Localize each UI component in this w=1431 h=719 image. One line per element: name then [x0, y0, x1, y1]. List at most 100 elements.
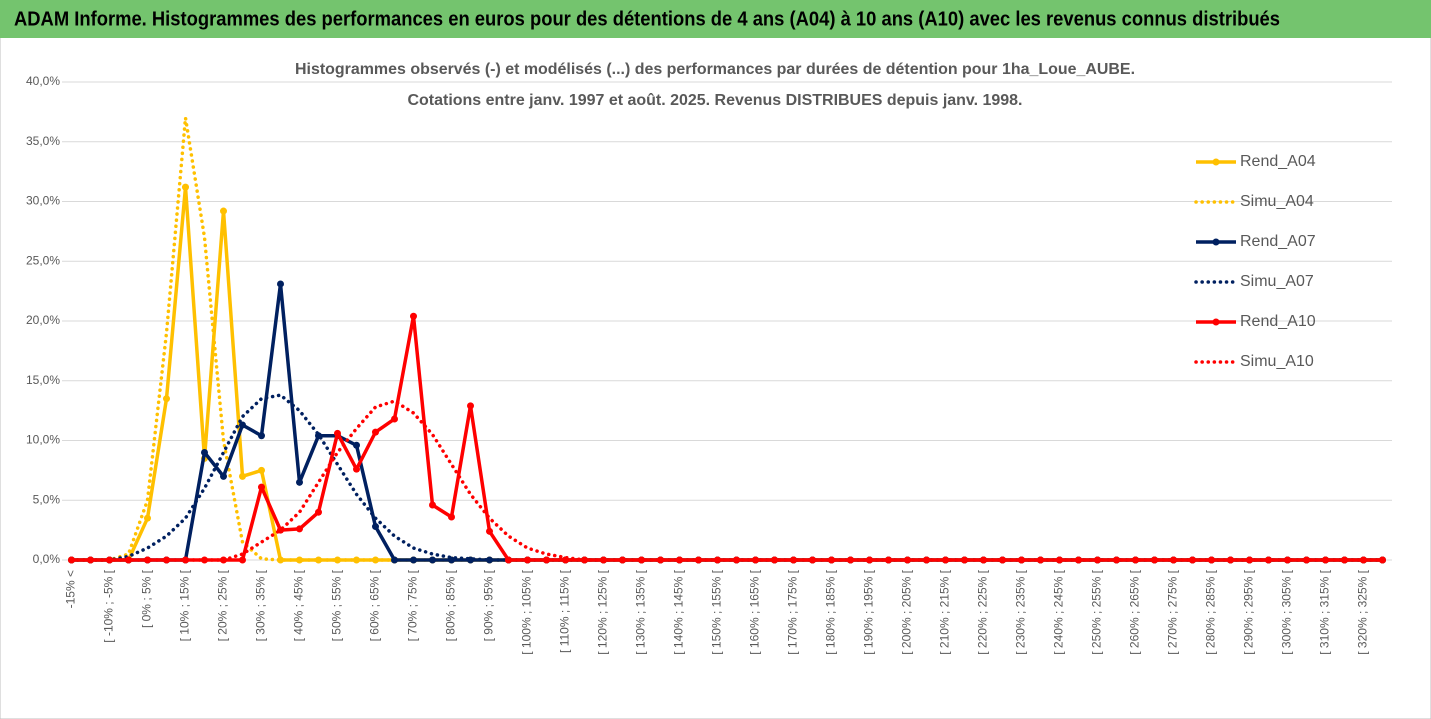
marker	[467, 402, 474, 410]
marker	[144, 514, 151, 522]
marker	[239, 472, 246, 480]
marker	[372, 523, 379, 531]
marker	[239, 556, 246, 564]
x-tick-label: -15% <	[64, 570, 78, 608]
chart-subtitle: Cotations entre janv. 1997 et août. 2025…	[408, 92, 1023, 109]
header-bar	[0, 0, 1431, 38]
y-tick-label: 15,0%	[26, 373, 60, 387]
x-tick-label: [ 270% ; 275% [	[1166, 569, 1180, 654]
x-tick-label: [ 90% ; 95% [	[482, 569, 496, 641]
marker	[505, 556, 512, 564]
marker	[847, 556, 854, 564]
marker	[999, 556, 1006, 564]
marker	[296, 556, 303, 564]
legend-marker	[1212, 318, 1220, 326]
marker	[1379, 556, 1386, 564]
x-tick-label: [ 130% ; 135% [	[634, 569, 648, 654]
marker	[391, 415, 398, 423]
x-tick-label: [ 110% ; 115% [	[558, 569, 572, 653]
x-tick-label: [ 100% ; 105% [	[520, 569, 534, 654]
x-tick-label: [ 30% ; 35% [	[254, 569, 268, 641]
legend-label: Rend_A10	[1240, 313, 1316, 330]
marker	[1018, 556, 1025, 564]
marker	[239, 421, 246, 429]
marker	[353, 441, 360, 449]
marker	[315, 556, 322, 564]
marker	[1360, 556, 1367, 564]
x-tick-label: [ 250% ; 255% [	[1090, 569, 1104, 654]
y-tick-label: 30,0%	[26, 194, 60, 208]
chart-title: Histogrammes observés (-) et modélisés (…	[295, 61, 1135, 78]
marker	[334, 429, 341, 437]
marker	[676, 556, 683, 564]
x-tick-label: [ 80% ; 85% [	[444, 569, 458, 641]
x-tick-label: [ 10% ; 15% [	[178, 569, 192, 641]
marker	[1322, 556, 1329, 564]
y-tick-label: 0,0%	[33, 552, 61, 566]
y-tick-label: 25,0%	[26, 253, 60, 267]
marker	[182, 556, 189, 564]
marker	[296, 478, 303, 486]
x-tick-label: [ 0% ; 5% [	[140, 569, 154, 628]
marker	[220, 207, 227, 215]
marker	[353, 465, 360, 473]
x-tick-label: [ 150% ; 155% [	[710, 569, 724, 654]
legend-label: Rend_A07	[1240, 233, 1316, 250]
x-tick-label: [ 120% ; 125% [	[596, 569, 610, 654]
x-tick-label: [ 180% ; 185% [	[824, 569, 838, 654]
x-tick-label: [ 320% ; 325% [	[1356, 569, 1370, 654]
x-tick-label: [ 190% ; 195% [	[862, 569, 876, 654]
marker	[1151, 556, 1158, 564]
x-tick-label: [ 310% ; 315% [	[1318, 569, 1332, 654]
marker	[258, 432, 265, 440]
marker	[277, 280, 284, 288]
legend-label: Simu_A07	[1240, 273, 1314, 290]
marker	[1189, 556, 1196, 564]
x-tick-label: [ 140% ; 145% [	[672, 569, 686, 654]
y-tick-label: 40,0%	[26, 74, 60, 88]
marker	[182, 183, 189, 191]
marker	[448, 513, 455, 521]
x-tick-label: [ 40% ; 45% [	[292, 569, 306, 641]
marker	[125, 556, 132, 564]
x-tick-label: [ 240% ; 245% [	[1052, 569, 1066, 654]
marker	[1341, 556, 1348, 564]
x-tick-label: [ 60% ; 65% [	[368, 569, 382, 641]
marker	[315, 508, 322, 516]
marker	[258, 466, 265, 474]
header-title: ADAM Informe. Histogrammes des performan…	[14, 8, 1280, 30]
y-tick-label: 5,0%	[33, 492, 61, 506]
x-tick-label: [ 170% ; 175% [	[786, 569, 800, 654]
x-tick-label: [ 260% ; 265% [	[1128, 569, 1142, 654]
marker	[429, 501, 436, 509]
y-tick-label: 35,0%	[26, 134, 60, 148]
marker	[486, 556, 493, 564]
marker	[220, 472, 227, 480]
x-tick-label: [ 160% ; 165% [	[748, 569, 762, 654]
x-tick-label: [ 200% ; 205% [	[900, 569, 914, 654]
x-tick-label: [ 290% ; 295% [	[1242, 569, 1256, 654]
marker	[372, 428, 379, 436]
legend-marker	[1212, 158, 1220, 166]
x-tick-label: [ 300% ; 305% [	[1280, 569, 1294, 654]
x-tick-label: [ 220% ; 225% [	[976, 569, 990, 654]
marker	[980, 556, 987, 564]
marker	[1170, 556, 1177, 564]
legend-label: Simu_A04	[1240, 193, 1314, 210]
marker	[201, 448, 208, 456]
x-tick-label: [ 70% ; 75% [	[406, 569, 420, 641]
marker	[695, 556, 702, 564]
marker	[144, 556, 151, 564]
marker	[809, 556, 816, 564]
y-tick-label: 20,0%	[26, 313, 60, 327]
marker	[391, 556, 398, 564]
marker	[828, 556, 835, 564]
x-tick-label: [ 280% ; 285% [	[1204, 569, 1218, 654]
x-tick-label: [ -10% ; -5% [	[102, 569, 116, 642]
marker	[163, 556, 170, 564]
series-line	[69, 399, 1385, 562]
marker	[410, 556, 417, 564]
marker	[866, 556, 873, 564]
